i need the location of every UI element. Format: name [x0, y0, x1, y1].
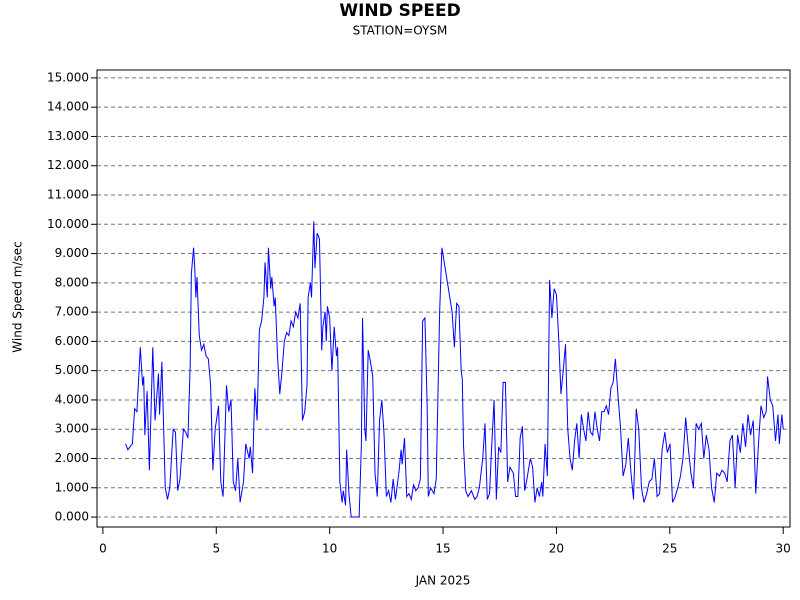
y-tick-label: 4.000 — [55, 392, 89, 406]
y-tick-label: 0.000 — [55, 510, 89, 524]
x-tick-label: 25 — [662, 542, 677, 556]
y-tick-label: 5.000 — [55, 363, 89, 377]
x-tick-label: 30 — [776, 542, 791, 556]
x-tick-label: 5 — [212, 542, 220, 556]
x-axis-label: JAN 2025 — [415, 574, 471, 588]
wind-speed-line — [125, 221, 784, 518]
chart-subtitle: STATION=OYSM — [353, 24, 448, 38]
y-tick-label: 2.000 — [55, 451, 89, 465]
x-tick-label: 10 — [322, 542, 337, 556]
y-tick-label: 1.000 — [55, 480, 89, 494]
y-tick-label: 14.000 — [47, 100, 89, 114]
y-tick-label: 6.000 — [55, 334, 89, 348]
y-tick-label: 9.000 — [55, 246, 89, 260]
y-tick-label: 7.000 — [55, 305, 89, 319]
x-tick-label: 20 — [549, 542, 564, 556]
y-tick-label: 8.000 — [55, 275, 89, 289]
y-tick-label: 11.000 — [47, 188, 89, 202]
y-tick-label: 12.000 — [47, 158, 89, 172]
x-tick-label: 0 — [99, 542, 107, 556]
y-tick-label: 13.000 — [47, 129, 89, 143]
y-tick-label: 10.000 — [47, 217, 89, 231]
x-tick-label: 15 — [435, 542, 450, 556]
y-tick-label: 3.000 — [55, 422, 89, 436]
y-tick-label: 15.000 — [47, 70, 89, 84]
chart-title: WIND SPEED — [339, 1, 460, 21]
y-axis-label: Wind Speed m/sec — [11, 241, 25, 352]
